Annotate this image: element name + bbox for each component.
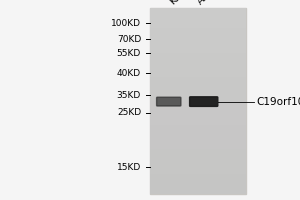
Text: 15KD: 15KD	[117, 162, 141, 171]
Text: 70KD: 70KD	[117, 34, 141, 44]
Bar	[150, 8, 246, 194]
Text: A549: A549	[196, 0, 220, 6]
Text: K562: K562	[168, 0, 192, 6]
Text: 35KD: 35KD	[117, 90, 141, 99]
Text: 55KD: 55KD	[117, 48, 141, 58]
Text: 25KD: 25KD	[117, 108, 141, 117]
Text: 100KD: 100KD	[111, 19, 141, 27]
Text: 40KD: 40KD	[117, 68, 141, 77]
FancyBboxPatch shape	[190, 97, 218, 106]
FancyBboxPatch shape	[157, 97, 181, 106]
Text: C19orf10: C19orf10	[256, 97, 300, 107]
